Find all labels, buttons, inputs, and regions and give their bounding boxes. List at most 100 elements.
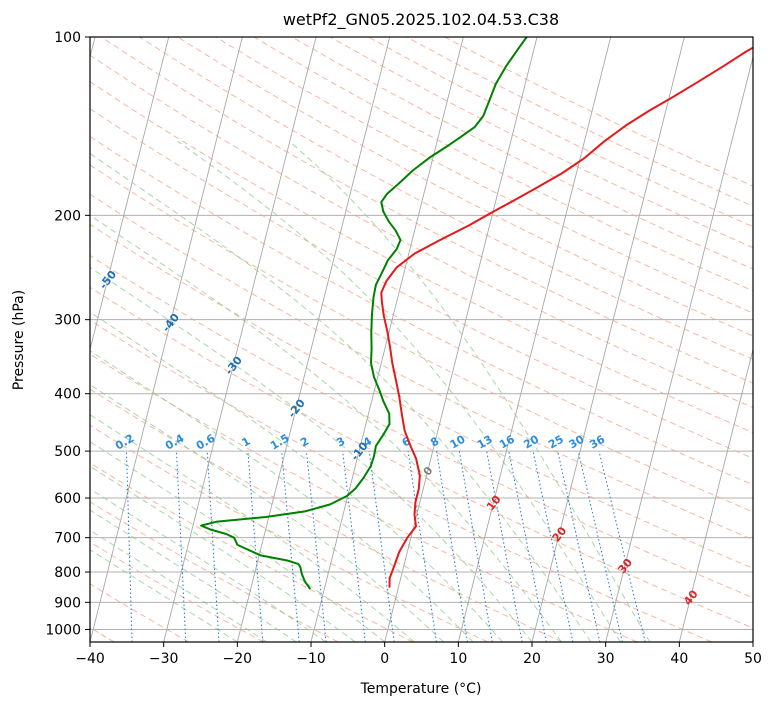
moist-adiabat xyxy=(90,214,562,642)
y-tick-label: 100 xyxy=(54,30,81,46)
isotherm-line xyxy=(163,37,317,642)
mixing-ratio-label: 0.6 xyxy=(194,431,218,452)
mixing-ratio-line xyxy=(407,451,437,642)
mixing-ratio-line xyxy=(342,451,366,642)
dewpoint-profile-line xyxy=(200,37,528,590)
mixing-ratio-label: 13 xyxy=(475,433,495,452)
dry-adiabat xyxy=(329,37,753,249)
temperature-profile-line xyxy=(380,46,753,588)
y-tick-label: 1000 xyxy=(45,622,81,638)
dry-adiabat xyxy=(406,37,753,207)
mixing-ratio-label: 0.2 xyxy=(113,432,136,453)
x-tick-label: 0 xyxy=(380,651,389,667)
y-tick-label: 200 xyxy=(54,208,81,224)
isotherm-label: -40 xyxy=(160,311,183,335)
isotherm-label: 30 xyxy=(615,556,635,576)
isotherm-label: -50 xyxy=(97,268,120,292)
isotherm-line xyxy=(236,37,391,642)
mixing-ratio-line xyxy=(247,451,264,642)
moist-adiabat xyxy=(90,529,268,642)
moist-adiabat xyxy=(90,509,297,642)
isotherm-line xyxy=(752,640,753,642)
x-axis-label: Temperature (°C) xyxy=(360,681,482,697)
moist-adiabat xyxy=(90,488,326,642)
dry-adiabat xyxy=(90,583,190,642)
isotherm-line xyxy=(384,37,538,642)
y-tick-label: 300 xyxy=(54,313,81,329)
mixing-ratio-label: 36 xyxy=(587,432,607,451)
mixing-ratio-line xyxy=(458,451,493,642)
isotherm-line xyxy=(90,37,243,642)
chart-title: wetPf2_GN05.2025.102.04.53.C38 xyxy=(283,10,559,30)
isotherm-label: 0 xyxy=(421,464,436,478)
isotherm-label: -30 xyxy=(223,353,246,377)
dry-adiabat xyxy=(90,319,712,642)
isotherm-line xyxy=(531,37,685,642)
y-tick-label: 400 xyxy=(54,387,81,403)
mixing-ratio-line xyxy=(206,451,220,642)
plot-frame xyxy=(89,36,754,643)
mixing-ratio-label: 3 xyxy=(334,435,347,450)
mixing-ratio-label: 2 xyxy=(298,435,311,450)
y-tick-label: 600 xyxy=(54,491,81,507)
moist-adiabat xyxy=(90,465,356,642)
x-tick-label: 20 xyxy=(523,651,541,667)
dry-adiabat xyxy=(90,424,488,642)
x-tick-label: 50 xyxy=(744,651,762,667)
dry-adiabat xyxy=(90,164,753,513)
isotherm-label: -20 xyxy=(285,396,308,420)
isotherm-line xyxy=(90,37,170,352)
isotherm-label: 10 xyxy=(484,493,504,513)
mixing-ratio-label: 1 xyxy=(240,435,253,450)
mixing-ratio-label: 8 xyxy=(428,435,441,450)
isotherm-label: -60 xyxy=(34,225,57,249)
moist-adiabat xyxy=(177,140,621,642)
dry-adiabat xyxy=(90,353,638,642)
isotherm-line xyxy=(457,37,612,642)
moist-adiabat xyxy=(90,266,533,642)
dry-adiabat xyxy=(90,193,753,541)
mixing-ratio-label: 16 xyxy=(497,432,517,451)
dry-adiabat xyxy=(90,388,563,642)
dry-adiabat xyxy=(101,37,753,384)
mixing-ratio-line xyxy=(368,451,395,642)
y-tick-label: 900 xyxy=(54,595,81,611)
mixing-ratio-label: 20 xyxy=(521,432,541,451)
x-tick-label: −20 xyxy=(223,651,253,667)
mixing-ratio-line xyxy=(532,451,574,642)
x-tick-label: −40 xyxy=(75,651,105,667)
mixing-ratio-line xyxy=(436,451,469,642)
moist-adiabat xyxy=(289,140,651,642)
x-tick-label: 10 xyxy=(449,651,467,667)
dry-adiabat xyxy=(215,37,753,314)
moist-adiabat xyxy=(90,549,238,642)
x-tick-label: 40 xyxy=(670,651,688,667)
x-tick-label: 30 xyxy=(597,651,615,667)
mixing-ratio-label: 0.4 xyxy=(163,431,187,452)
dry-adiabat xyxy=(90,54,753,409)
y-tick-label: 800 xyxy=(54,565,81,581)
dry-adiabat xyxy=(90,81,753,434)
dry-adiabat xyxy=(368,37,753,228)
dry-adiabat xyxy=(90,462,414,642)
moist-adiabat xyxy=(90,152,592,642)
mixing-ratio-label: 10 xyxy=(448,432,468,451)
isotherm-line xyxy=(605,55,753,642)
mixing-ratio-line xyxy=(577,450,623,642)
mixing-ratio-line xyxy=(486,451,523,642)
dry-adiabat xyxy=(177,37,753,337)
x-tick-label: −10 xyxy=(296,651,326,667)
y-tick-label: 500 xyxy=(54,444,81,460)
moist-adiabat xyxy=(90,384,444,642)
mixing-ratio-line xyxy=(508,451,547,642)
moist-adiabat xyxy=(90,311,503,642)
y-tick-label: 700 xyxy=(54,531,81,547)
mixing-ratio-line xyxy=(305,451,327,642)
dry-adiabat xyxy=(90,135,753,486)
isotherm-label: 20 xyxy=(550,524,570,544)
moist-adiabat xyxy=(90,414,415,642)
isotherm-line xyxy=(678,347,753,642)
x-tick-label: −30 xyxy=(149,651,179,667)
isotherm-line xyxy=(310,37,464,642)
